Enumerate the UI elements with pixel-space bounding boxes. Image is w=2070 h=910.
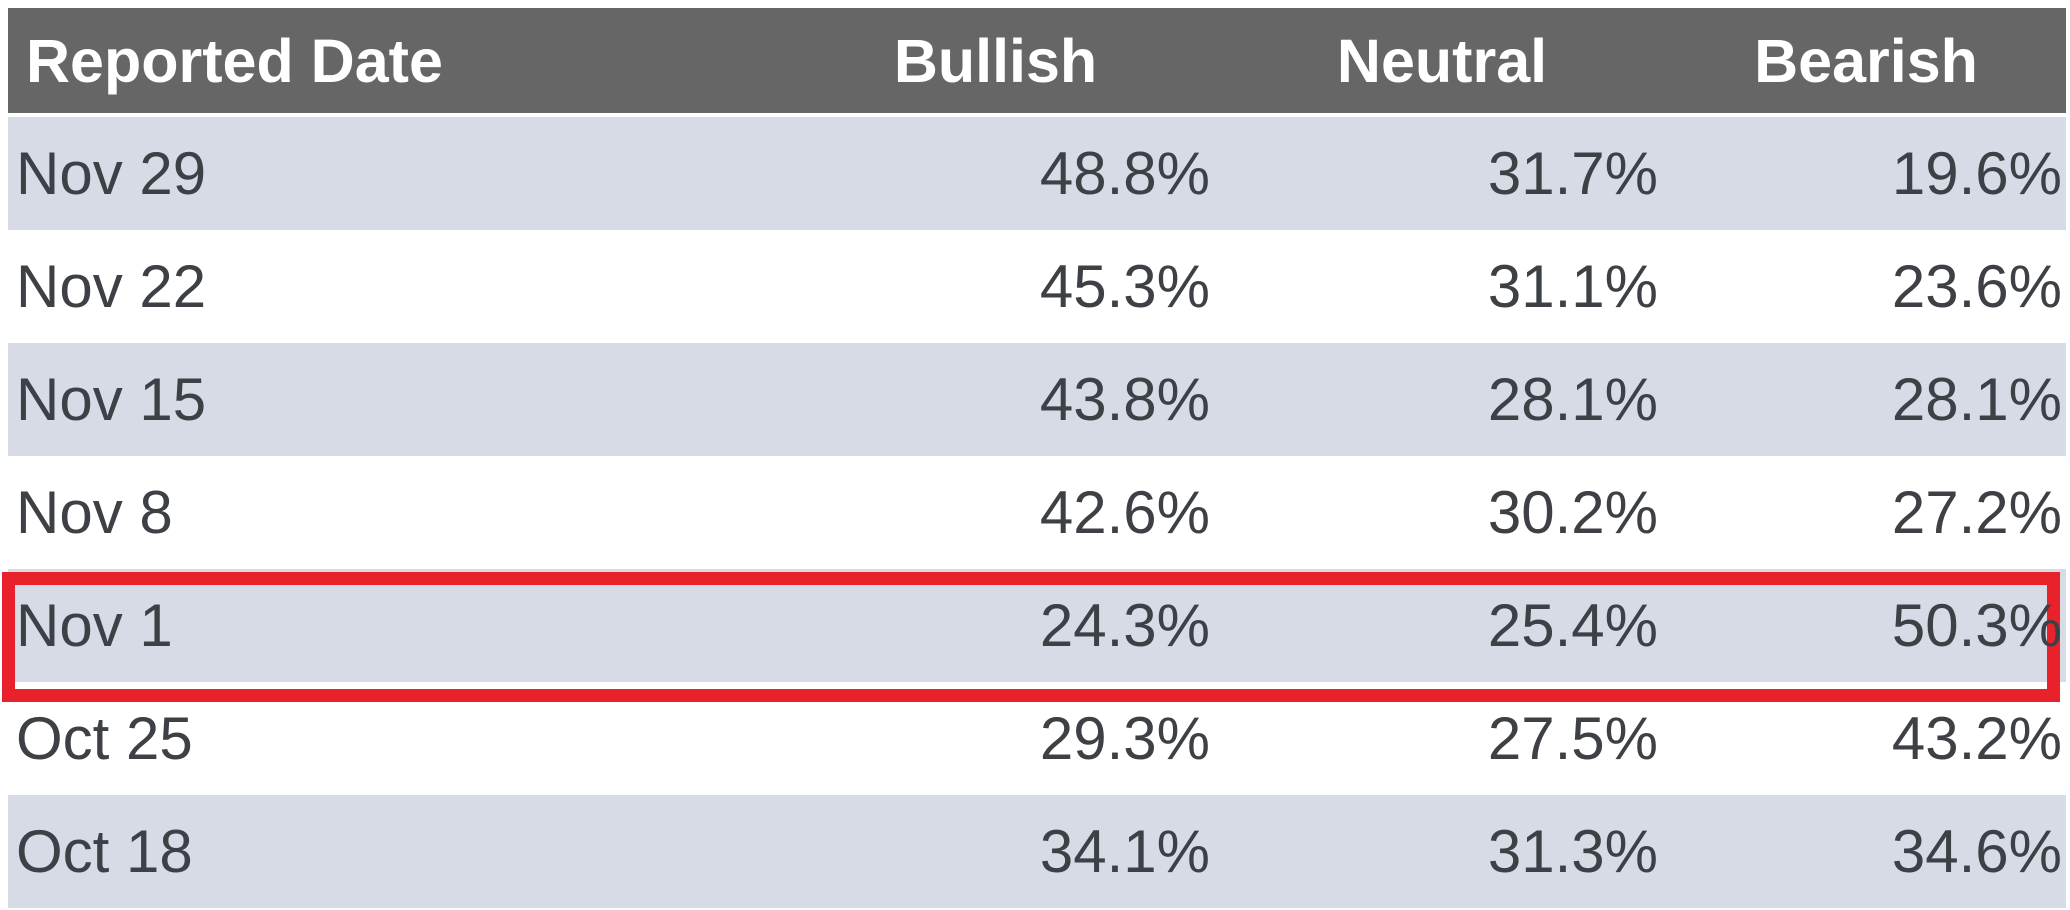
table-row-nov-15: Nov 15 43.8% 28.1% 28.1% xyxy=(8,343,2066,456)
cell-neutral: 31.1% xyxy=(1487,253,1658,320)
cell-reported-date: Nov 8 xyxy=(16,479,173,546)
column-header-bullish: Bullish xyxy=(893,26,1098,95)
cell-bearish: 27.2% xyxy=(1891,479,2062,546)
cell-bullish: 42.6% xyxy=(1039,479,1210,546)
cell-neutral: 30.2% xyxy=(1487,479,1658,546)
table-row-nov-1-highlighted: Nov 1 24.3% 25.4% 50.3% xyxy=(8,569,2066,682)
cell-bullish: 29.3% xyxy=(1039,705,1210,772)
table-row-nov-8: Nov 8 42.6% 30.2% 27.2% xyxy=(8,456,2066,569)
cell-neutral: 25.4% xyxy=(1487,592,1658,659)
cell-bearish: 43.2% xyxy=(1891,705,2062,772)
cell-reported-date: Nov 1 xyxy=(16,592,173,659)
column-header-bearish: Bearish xyxy=(1754,26,1978,95)
cell-reported-date: Oct 18 xyxy=(16,818,193,885)
cell-bearish: 50.3% xyxy=(1891,592,2062,659)
column-header-neutral: Neutral xyxy=(1336,26,1548,95)
cell-neutral: 28.1% xyxy=(1487,366,1658,433)
cell-bullish: 24.3% xyxy=(1039,592,1210,659)
sentiment-table: Reported Date Bullish Neutral Bearish No… xyxy=(2,8,2066,908)
cell-neutral: 31.3% xyxy=(1487,818,1658,885)
table-row-nov-22: Nov 22 45.3% 31.1% 23.6% xyxy=(8,230,2066,343)
table-header-row: Reported Date Bullish Neutral Bearish xyxy=(8,8,2066,113)
cell-bearish: 34.6% xyxy=(1891,818,2062,885)
cell-reported-date: Nov 29 xyxy=(16,140,207,207)
cell-reported-date: Oct 25 xyxy=(16,705,193,772)
table-row-nov-29: Nov 29 48.8% 31.7% 19.6% xyxy=(8,117,2066,230)
cell-neutral: 27.5% xyxy=(1487,705,1658,772)
cell-neutral: 31.7% xyxy=(1487,140,1658,207)
cell-bearish: 23.6% xyxy=(1891,253,2062,320)
cell-bullish: 45.3% xyxy=(1039,253,1210,320)
cell-bearish: 19.6% xyxy=(1891,140,2062,207)
cell-reported-date: Nov 22 xyxy=(16,253,207,320)
cell-bearish: 28.1% xyxy=(1891,366,2062,433)
cell-reported-date: Nov 15 xyxy=(16,366,207,433)
table-row-oct-25: Oct 25 29.3% 27.5% 43.2% xyxy=(8,682,2066,795)
cell-bullish: 48.8% xyxy=(1039,140,1210,207)
table-row-oct-18: Oct 18 34.1% 31.3% 34.6% xyxy=(8,795,2066,908)
column-header-reported-date: Reported Date xyxy=(26,26,443,95)
cell-bullish: 34.1% xyxy=(1039,818,1210,885)
cell-bullish: 43.8% xyxy=(1039,366,1210,433)
